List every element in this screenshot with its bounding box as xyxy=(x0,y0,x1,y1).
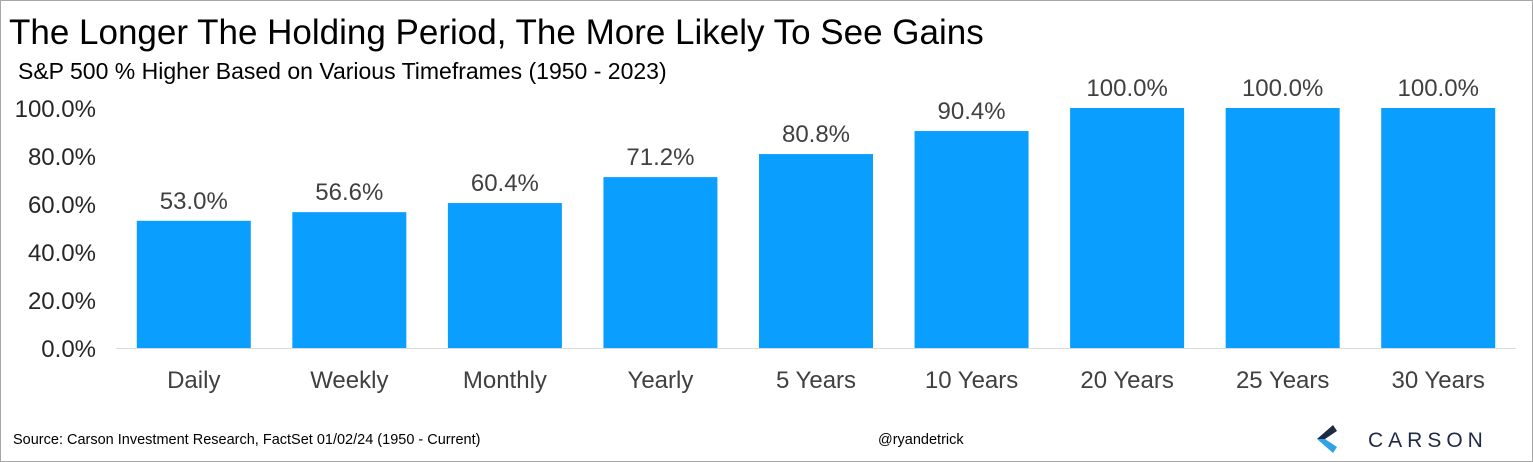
bar xyxy=(1381,108,1496,348)
data-label: 53.0% xyxy=(160,188,228,215)
data-label: 100.0% xyxy=(1242,75,1323,102)
bar xyxy=(136,220,251,348)
bar-chart: 0.0% 20.0% 40.0% 60.0% 80.0% 100.0% 53.0% Daily… xyxy=(15,75,1516,394)
y-tick-label: 40.0% xyxy=(28,240,96,267)
bar xyxy=(447,203,562,348)
data-label: 80.8% xyxy=(782,121,850,148)
data-label: 100.0% xyxy=(1398,75,1479,102)
author-handle: @ryandetrick xyxy=(878,432,964,448)
x-tick-label: Weekly xyxy=(310,367,388,394)
y-tick-label: 60.0% xyxy=(28,192,96,219)
data-label: 100.0% xyxy=(1086,75,1167,102)
x-tick-label: Monthly xyxy=(463,367,547,394)
y-tick-label: 80.0% xyxy=(28,144,96,171)
bar xyxy=(1225,108,1340,348)
carson-logo-text: CARSON xyxy=(1368,429,1488,452)
chart-title: The Longer The Holding Period, The More … xyxy=(9,13,984,52)
chart-subtitle: S&P 500 % Higher Based on Various Timefr… xyxy=(18,58,667,84)
bar xyxy=(914,131,1029,348)
x-tick-label: Yearly xyxy=(628,367,694,394)
data-label: 90.4% xyxy=(938,98,1006,125)
bar xyxy=(759,154,873,348)
bar xyxy=(603,177,718,348)
carson-chevron-logo-icon xyxy=(1317,425,1337,453)
x-tick-label: 20 Years xyxy=(1080,367,1173,394)
x-tick-label: 5 Years xyxy=(776,367,856,394)
source-note: Source: Carson Investment Research, Fact… xyxy=(13,432,481,448)
x-tick-label: 25 Years xyxy=(1236,367,1329,394)
bar xyxy=(1070,108,1185,348)
data-label: 56.6% xyxy=(315,179,383,206)
bar xyxy=(292,212,407,348)
x-tick-label: 30 Years xyxy=(1392,367,1485,394)
data-label: 71.2% xyxy=(626,144,694,171)
x-tick-label: 10 Years xyxy=(925,367,1018,394)
y-tick-label: 0.0% xyxy=(41,336,96,363)
y-tick-label: 100.0% xyxy=(15,96,96,123)
x-tick-label: Daily xyxy=(167,367,220,394)
y-tick-label: 20.0% xyxy=(28,288,96,315)
data-label: 60.4% xyxy=(471,170,539,197)
